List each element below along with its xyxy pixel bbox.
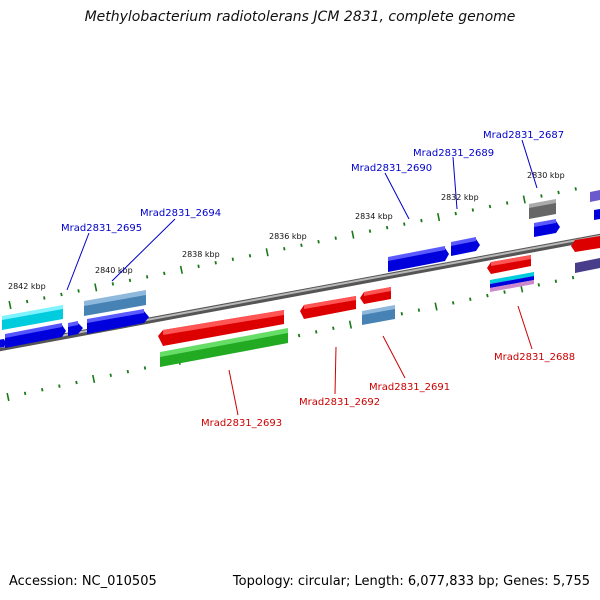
upper-track-minor-tick (128, 278, 132, 283)
gene-arrow[interactable] (158, 310, 284, 346)
lower-track-minor-tick (571, 275, 575, 280)
upper-track-minor-tick (25, 299, 29, 304)
lower-track-minor-tick (451, 301, 455, 305)
upper-track-minor-tick (77, 289, 80, 293)
lower-track-minor-tick (58, 384, 61, 388)
scale-label-2840: 2840 kbp (95, 266, 133, 275)
lower-track-major-tick (6, 392, 10, 402)
scale-label-2842: 2842 kbp (8, 282, 46, 291)
lower-track-minor-tick (297, 333, 301, 338)
gene-arrow[interactable] (360, 287, 391, 304)
lower-track-minor-tick (41, 388, 44, 392)
gene-label-mrad2831-2690[interactable]: Mrad2831_2690 (351, 163, 432, 174)
upper-track-minor-tick (317, 239, 320, 244)
upper-track-minor-tick (488, 204, 492, 209)
gene-arrow[interactable] (590, 190, 600, 220)
lower-track-minor-tick (400, 312, 404, 316)
upper-track-minor-tick (505, 201, 509, 205)
upper-track-minor-tick (197, 264, 200, 269)
gene-label-mrad2831-2689[interactable]: Mrad2831_2689 (413, 148, 494, 159)
accession-text: Accession: NC_010505 (9, 574, 157, 589)
gene-arrow[interactable] (84, 290, 146, 316)
upper-tick-track (8, 187, 577, 310)
upper-track-minor-tick (111, 282, 115, 286)
lower-track-minor-tick (75, 380, 78, 385)
scale-label-2836: 2836 kbp (269, 232, 307, 241)
gene-arrow[interactable] (529, 199, 556, 219)
upper-track-minor-tick (283, 246, 286, 251)
scale-label-2834: 2834 kbp (355, 212, 393, 221)
upper-track-minor-tick (471, 208, 475, 212)
scale-label-2830: 2830 kbp (527, 171, 565, 180)
gene-arrow[interactable] (0, 339, 6, 348)
upper-track-minor-tick (231, 257, 235, 262)
map-title: Methylobacterium radiotolerans JCM 2831,… (84, 9, 516, 25)
gene-arrow[interactable] (388, 246, 449, 272)
upper-track-major-tick (436, 212, 441, 222)
lower-track-minor-tick (109, 373, 112, 378)
upper-track-minor-tick (43, 296, 46, 300)
gene-arrow[interactable] (300, 296, 356, 319)
upper-track-minor-tick (334, 236, 337, 240)
lower-track-major-tick (348, 320, 353, 329)
upper-track-minor-tick (368, 229, 372, 233)
upper-track-major-tick (351, 230, 355, 239)
lower-track-minor-tick (23, 391, 27, 396)
upper-track-minor-tick (300, 243, 303, 247)
lower-track-minor-tick (314, 330, 318, 334)
upper-track-major-tick (8, 300, 12, 310)
upper-track-minor-tick (385, 225, 389, 230)
lower-track-minor-tick (126, 369, 130, 374)
lower-track-minor-tick (486, 293, 489, 298)
upper-track-minor-tick (420, 218, 423, 223)
lower-track-major-tick (91, 374, 96, 383)
gene-arrow[interactable] (68, 321, 83, 336)
upper-track-major-tick (179, 265, 184, 274)
upper-track-minor-tick (574, 187, 577, 191)
gene-arrow[interactable] (534, 219, 560, 237)
gene-label-mrad2831-2692[interactable]: Mrad2831_2692 (299, 397, 380, 408)
gene-arrow[interactable] (490, 272, 534, 292)
lower-track-minor-tick (503, 290, 506, 294)
gene-label-mrad2831-2695[interactable]: Mrad2831_2695 (61, 223, 142, 234)
upper-track-major-tick (522, 195, 526, 204)
upper-track-minor-tick (163, 271, 166, 276)
gene-arrow[interactable] (362, 305, 395, 325)
upper-track-minor-tick (145, 275, 149, 279)
upper-track-minor-tick (214, 261, 217, 265)
upper-track-minor-tick (557, 190, 560, 195)
scale-label-2838: 2838 kbp (182, 250, 220, 259)
gene-arrow[interactable] (2, 305, 63, 330)
scale-label-2832: 2832 kbp (441, 193, 479, 202)
lower-track-minor-tick (143, 366, 147, 370)
gene-label-mrad2831-2688[interactable]: Mrad2831_2688 (494, 352, 575, 363)
gene-arrow[interactable] (451, 237, 480, 256)
lower-track-minor-tick (554, 279, 558, 283)
gene-label-mrad2831-2691[interactable]: Mrad2831_2691 (369, 382, 450, 393)
genome-summary-text: Topology: circular; Length: 6,077,833 bp… (232, 574, 590, 589)
gene-label-mrad2831-2693[interactable]: Mrad2831_2693 (201, 418, 282, 429)
lower-track-minor-tick (469, 297, 472, 302)
gene-arrow[interactable] (160, 328, 288, 367)
lower-track-minor-tick (332, 326, 335, 330)
lower-track-major-tick (434, 302, 438, 311)
upper-track-minor-tick (60, 292, 63, 297)
upper-track-major-tick (265, 248, 269, 257)
gene-arrow[interactable] (5, 323, 66, 348)
lower-track-minor-tick (417, 308, 421, 312)
upper-track-minor-tick (248, 254, 252, 258)
upper-track-minor-tick (403, 222, 406, 226)
upper-track-minor-tick (454, 211, 457, 216)
gene-arrow[interactable] (87, 309, 149, 334)
leader-lines (66, 139, 538, 416)
gene-label-mrad2831-2687[interactable]: Mrad2831_2687 (483, 130, 564, 141)
upper-track-minor-tick (540, 194, 543, 198)
lower-track-minor-tick (537, 283, 540, 287)
gene-arrow[interactable] (487, 255, 531, 274)
gene-arrow[interactable] (571, 236, 600, 273)
upper-track-major-tick (94, 283, 98, 292)
gene-label-mrad2831-2694[interactable]: Mrad2831_2694 (140, 208, 221, 219)
